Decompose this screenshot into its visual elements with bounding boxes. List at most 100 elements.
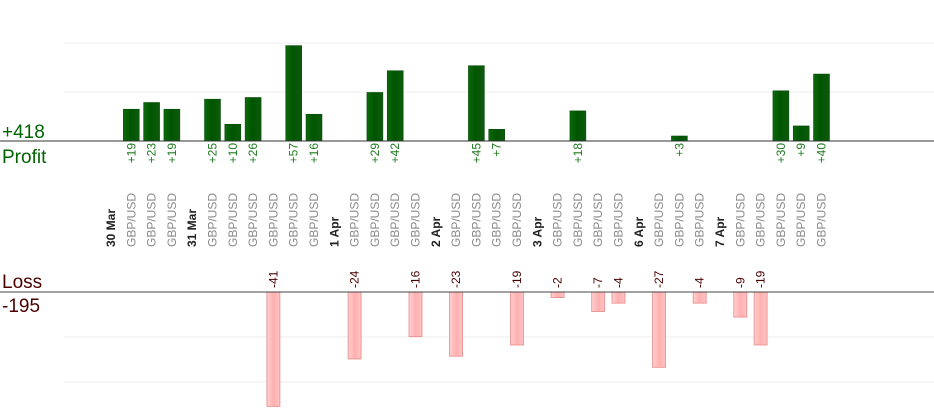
tick-label: GBP/USD	[145, 193, 159, 247]
profit-value-label: +57	[287, 143, 301, 164]
loss-value-label: -23	[449, 270, 463, 288]
tick-label: GBP/USD	[794, 193, 808, 247]
tick-label: GBP/USD	[409, 193, 423, 247]
profit-value-label: +40	[815, 143, 829, 164]
tick-label: GBP/USD	[672, 193, 686, 247]
loss-bar	[692, 291, 707, 304]
loss-bar	[591, 291, 606, 312]
profit-value-label: +29	[368, 143, 382, 164]
tick-label: GBP/USD	[754, 193, 768, 247]
date-label: 3 Apr	[530, 216, 544, 247]
profit-value-label: +3	[672, 143, 686, 157]
tick-label: GBP/USD	[226, 193, 240, 247]
loss-value-label: -7	[591, 277, 605, 288]
tick-label: GBP/USD	[612, 193, 626, 247]
loss-bar	[652, 291, 666, 368]
loss-bar	[347, 291, 362, 360]
loss-bar	[753, 291, 768, 346]
profit-bar	[366, 92, 384, 142]
profit-bar	[204, 98, 221, 142]
tick-label: GBP/USD	[733, 193, 747, 247]
profit-bar	[386, 70, 404, 142]
tick-label: GBP/USD	[388, 193, 402, 247]
profit-value-label: +42	[388, 143, 402, 164]
loss-value-label: -24	[348, 270, 362, 288]
loss-value-label: -9	[733, 277, 747, 288]
labels: 30 Mar GBP/USD +19 GBP/USD +23 GBP/USD +19 31 M…	[104, 143, 829, 288]
loss-value-label: -19	[510, 270, 524, 288]
tick-label: GBP/USD	[307, 193, 321, 247]
profit-bar	[163, 108, 181, 142]
profit-bar	[792, 125, 810, 142]
loss-bar	[733, 291, 748, 318]
loss-label: Loss	[2, 272, 42, 293]
tick-label: GBP/USD	[774, 193, 788, 247]
date-label: 31 Mar	[185, 209, 199, 247]
loss-value-label: -16	[409, 270, 423, 288]
profit-value-label: +10	[226, 143, 240, 164]
date-label: 2 Apr	[429, 216, 443, 247]
loss-value-label: -27	[652, 270, 666, 288]
date-label: 1 Apr	[327, 216, 341, 247]
tick-label: GBP/USD	[693, 193, 707, 247]
tick-label: GBP/USD	[490, 193, 504, 247]
loss-value-label: -4	[612, 277, 626, 288]
profit-bar	[244, 97, 262, 142]
date-label: 6 Apr	[632, 216, 646, 247]
date-label: 30 Mar	[104, 209, 118, 247]
date-label: 7 Apr	[713, 216, 727, 247]
tick-label: GBP/USD	[287, 193, 301, 247]
profit-value-label: +25	[206, 143, 220, 164]
profit-value-label: +16	[307, 143, 321, 164]
profit-label: Profit	[2, 147, 47, 168]
profit-bar	[123, 108, 140, 142]
loss-bar	[266, 291, 281, 407]
tick-label: GBP/USD	[449, 193, 463, 247]
loss-total: -195	[2, 296, 40, 317]
loss-value-label: -19	[754, 270, 768, 288]
profit-bar	[305, 113, 323, 142]
profit-value-label: +26	[246, 143, 260, 164]
tick-label: GBP/USD	[815, 193, 829, 247]
profit-value-label: +19	[165, 143, 179, 164]
loss-bar	[611, 291, 626, 304]
profit-bar	[285, 45, 302, 142]
loss-bar	[408, 291, 423, 338]
loss-bar	[449, 291, 464, 357]
loss-value-label: -2	[551, 277, 565, 288]
loss-value-label: -4	[693, 277, 707, 288]
tick-label: GBP/USD	[510, 193, 524, 247]
tick-label: GBP/USD	[652, 193, 666, 247]
tick-label: GBP/USD	[266, 193, 280, 247]
profit-bar	[143, 102, 160, 142]
profit-bar	[772, 90, 790, 142]
profit-value-label: +9	[794, 143, 808, 157]
loss-value-label: -41	[266, 270, 280, 288]
profit-total: +418	[2, 122, 45, 143]
profit-bars	[123, 45, 830, 142]
tick-label: GBP/USD	[206, 193, 220, 247]
tick-label: GBP/USD	[246, 193, 260, 247]
profit-value-label: +45	[469, 143, 483, 164]
tick-label: GBP/USD	[348, 193, 362, 247]
tick-label: GBP/USD	[368, 193, 382, 247]
tick-label: GBP/USD	[571, 193, 585, 247]
profit-bar	[569, 110, 587, 142]
tick-label: GBP/USD	[591, 193, 605, 247]
profit-value-label: +19	[124, 143, 138, 164]
tick-label: GBP/USD	[469, 193, 483, 247]
loss-bar	[550, 291, 565, 298]
tick-label: GBP/USD	[124, 193, 138, 247]
profit-value-label: +18	[571, 143, 585, 164]
profit-bar	[671, 135, 688, 142]
profit-bar	[813, 73, 830, 142]
profit-bar	[468, 65, 485, 142]
profit-value-label: +7	[490, 143, 504, 157]
profit-value-label: +23	[145, 143, 159, 164]
tick-label: GBP/USD	[165, 193, 179, 247]
tick-label: GBP/USD	[551, 193, 565, 247]
loss-bar	[510, 291, 524, 346]
profit-bar	[224, 124, 242, 142]
loss-bars	[266, 291, 768, 407]
